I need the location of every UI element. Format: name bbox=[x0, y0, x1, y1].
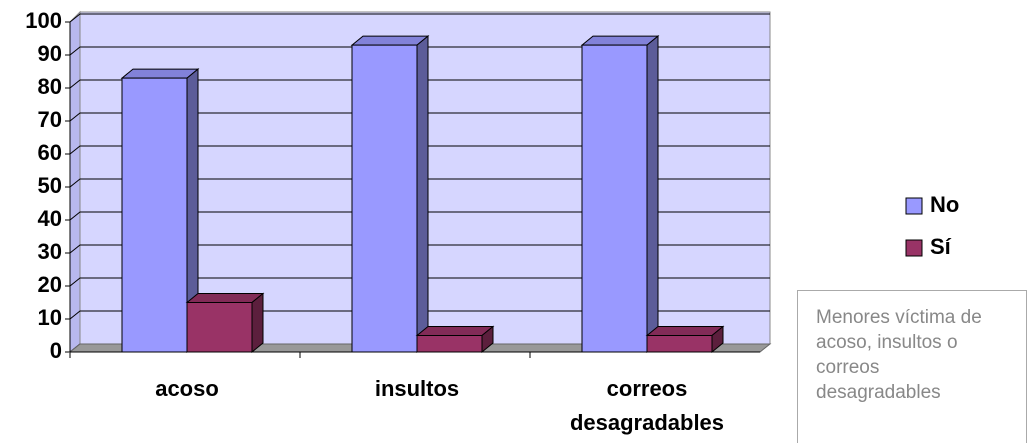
grid-line bbox=[69, 310, 770, 320]
bar bbox=[416, 335, 483, 353]
bar bbox=[581, 44, 648, 353]
grid-line bbox=[69, 178, 770, 188]
bar bbox=[186, 302, 253, 353]
grid-line bbox=[69, 211, 770, 221]
side-wall bbox=[69, 10, 81, 354]
grid-line bbox=[69, 46, 770, 56]
y-tick-label: 100 bbox=[25, 8, 62, 33]
bar-top bbox=[185, 293, 265, 303]
y-tick-label: 60 bbox=[38, 140, 62, 165]
bar bbox=[646, 335, 713, 353]
x-tick-label: insultos bbox=[374, 376, 460, 401]
y-tick-label: 10 bbox=[38, 305, 62, 330]
bar-top bbox=[350, 35, 430, 46]
note: Menores víctima de acoso, insultos o cor… bbox=[797, 290, 1027, 443]
legend-label: No bbox=[930, 192, 959, 217]
y-tick-label: 20 bbox=[38, 272, 62, 297]
y-tick-label: 90 bbox=[38, 41, 62, 66]
bar-top bbox=[580, 35, 660, 46]
y-tick-label: 30 bbox=[38, 239, 62, 264]
y-tick-label: 70 bbox=[38, 107, 62, 132]
bar bbox=[351, 44, 418, 353]
bar bbox=[121, 77, 188, 353]
bar-side bbox=[416, 35, 429, 354]
grid-line bbox=[69, 112, 770, 122]
x-tick-label: correos desagradables bbox=[569, 376, 725, 435]
y-tick-label: 80 bbox=[38, 74, 62, 99]
grid-line bbox=[69, 145, 770, 155]
bar-top bbox=[120, 68, 200, 79]
grid-line bbox=[69, 79, 770, 89]
x-tick-label: acoso bbox=[155, 376, 219, 401]
grid-line bbox=[69, 277, 770, 287]
grid-line bbox=[69, 13, 770, 23]
bar-side bbox=[251, 292, 264, 354]
legend-label: Sí bbox=[930, 234, 952, 259]
legend-swatch bbox=[905, 239, 923, 257]
bar-top bbox=[415, 326, 495, 336]
grid-line bbox=[69, 244, 770, 254]
bar-top bbox=[645, 326, 725, 336]
legend-swatch bbox=[905, 197, 923, 215]
y-tick-label: 40 bbox=[38, 206, 62, 231]
bar-side bbox=[646, 35, 659, 354]
y-tick-label: 50 bbox=[38, 173, 62, 198]
y-tick-label: 0 bbox=[50, 338, 62, 363]
